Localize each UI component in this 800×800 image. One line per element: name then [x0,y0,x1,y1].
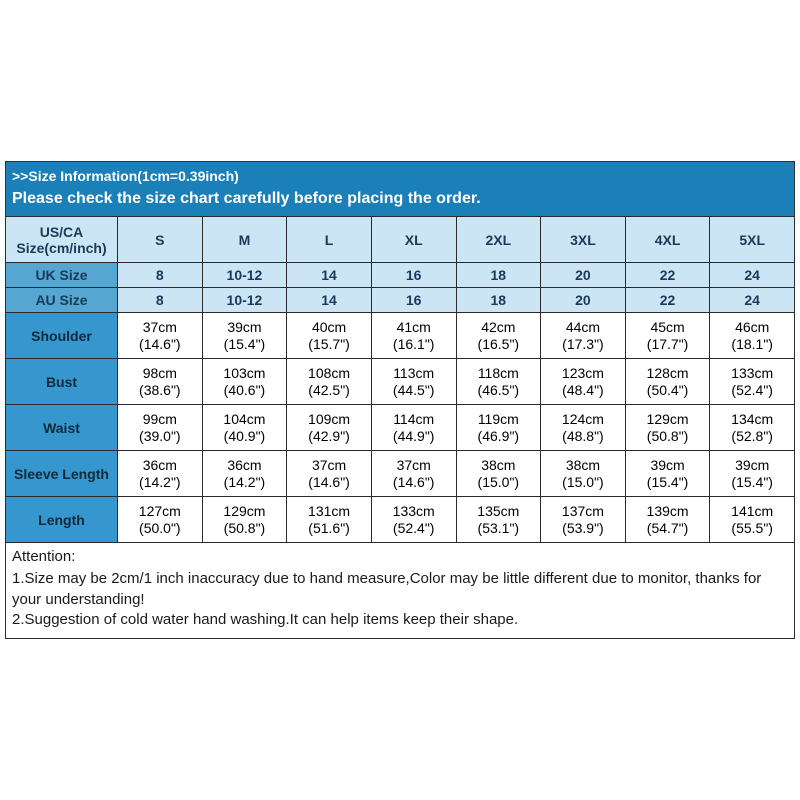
row-label: Waist [6,405,118,451]
size-cell: 18 [456,288,541,313]
size-col: L [287,217,372,263]
banner-subtitle: Please check the size chart carefully be… [12,190,788,208]
size-cell: 10-12 [202,263,287,288]
measure-cell: 119cm(46.9") [456,405,541,451]
size-cell: 8 [118,288,203,313]
measure-cell: 46cm(18.1") [710,313,795,359]
measure-cell: 104cm(40.9") [202,405,287,451]
size-cell: 22 [625,288,710,313]
measure-cell: 45cm(17.7") [625,313,710,359]
table-row: Sleeve Length36cm(14.2")36cm(14.2")37cm(… [6,451,795,497]
size-cell: 10-12 [202,288,287,313]
measure-cell: 123cm(48.4") [541,359,626,405]
size-cell: 18 [456,263,541,288]
measure-cell: 134cm(52.8") [710,405,795,451]
measure-cell: 139cm(54.7") [625,497,710,543]
size-cell: 20 [541,263,626,288]
measure-cell: 37cm(14.6") [118,313,203,359]
size-col: S [118,217,203,263]
measure-cell: 133cm(52.4") [710,359,795,405]
header-row: US/CA Size(cm/inch) S M L XL 2XL 3XL 4XL… [6,217,795,263]
measure-cell: 37cm(14.6") [287,451,372,497]
row-label: Shoulder [6,313,118,359]
measure-cell: 36cm(14.2") [202,451,287,497]
measure-cell: 39cm(15.4") [625,451,710,497]
measure-cell: 103cm(40.6") [202,359,287,405]
measure-cell: 44cm(17.3") [541,313,626,359]
measure-cell: 99cm(39.0") [118,405,203,451]
banner-title: >>Size Information(1cm=0.39inch) [12,168,788,184]
measure-cell: 129cm(50.8") [625,405,710,451]
table-row: UK Size810-12141618202224 [6,263,795,288]
measure-cell: 124cm(48.8") [541,405,626,451]
table-row: Length127cm(50.0")129cm(50.8")131cm(51.6… [6,497,795,543]
measure-cell: 137cm(53.9") [541,497,626,543]
size-col: M [202,217,287,263]
row-label: Sleeve Length [6,451,118,497]
table-row: Waist99cm(39.0")104cm(40.9")109cm(42.9")… [6,405,795,451]
size-cell: 14 [287,263,372,288]
size-cell: 16 [371,288,456,313]
attention-box: Attention: 1.Size may be 2cm/1 inch inac… [5,543,795,639]
size-table: US/CA Size(cm/inch) S M L XL 2XL 3XL 4XL… [5,216,795,543]
measure-cell: 131cm(51.6") [287,497,372,543]
row-label: Bust [6,359,118,405]
measure-cell: 109cm(42.9") [287,405,372,451]
size-col: 4XL [625,217,710,263]
measure-cell: 38cm(15.0") [541,451,626,497]
table-row: Bust98cm(38.6")103cm(40.6")108cm(42.5")1… [6,359,795,405]
size-cell: 24 [710,288,795,313]
measure-cell: 39cm(15.4") [202,313,287,359]
table-row: Shoulder37cm(14.6")39cm(15.4")40cm(15.7"… [6,313,795,359]
measure-cell: 40cm(15.7") [287,313,372,359]
size-cell: 24 [710,263,795,288]
size-col: 3XL [541,217,626,263]
attention-title: Attention: [12,547,788,567]
size-cell: 22 [625,263,710,288]
size-col: 2XL [456,217,541,263]
measure-cell: 36cm(14.2") [118,451,203,497]
measure-cell: 39cm(15.4") [710,451,795,497]
measure-cell: 127cm(50.0") [118,497,203,543]
col-label-header: US/CA Size(cm/inch) [6,217,118,263]
row-label: UK Size [6,263,118,288]
measure-cell: 41cm(16.1") [371,313,456,359]
row-label: AU Size [6,288,118,313]
row-label: Length [6,497,118,543]
measure-cell: 38cm(15.0") [456,451,541,497]
measure-cell: 128cm(50.4") [625,359,710,405]
attention-line: 2.Suggestion of cold water hand washing.… [12,610,788,630]
size-cell: 20 [541,288,626,313]
measure-cell: 135cm(53.1") [456,497,541,543]
measure-cell: 108cm(42.5") [287,359,372,405]
banner: >>Size Information(1cm=0.39inch) Please … [5,161,795,216]
size-col: XL [371,217,456,263]
measure-cell: 118cm(46.5") [456,359,541,405]
measure-cell: 129cm(50.8") [202,497,287,543]
size-chart: >>Size Information(1cm=0.39inch) Please … [5,161,795,639]
size-col: 5XL [710,217,795,263]
size-cell: 14 [287,288,372,313]
measure-cell: 114cm(44.9") [371,405,456,451]
attention-line: 1.Size may be 2cm/1 inch inaccuracy due … [12,569,788,610]
measure-cell: 42cm(16.5") [456,313,541,359]
measure-cell: 141cm(55.5") [710,497,795,543]
measure-cell: 133cm(52.4") [371,497,456,543]
size-cell: 8 [118,263,203,288]
measure-cell: 37cm(14.6") [371,451,456,497]
table-row: AU Size810-12141618202224 [6,288,795,313]
measure-cell: 98cm(38.6") [118,359,203,405]
size-cell: 16 [371,263,456,288]
measure-cell: 113cm(44.5") [371,359,456,405]
